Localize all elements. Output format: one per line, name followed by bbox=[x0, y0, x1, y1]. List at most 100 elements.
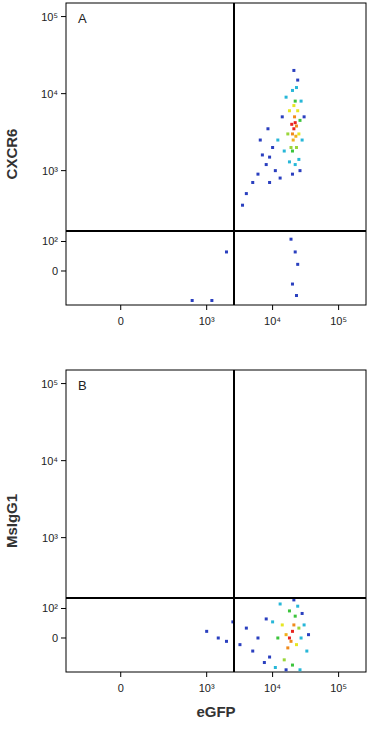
event-point bbox=[256, 173, 259, 176]
y-tick-label: 10² bbox=[42, 602, 58, 614]
event-point bbox=[291, 664, 294, 667]
y-tick-label: 10³ bbox=[42, 165, 58, 177]
event-point bbox=[291, 283, 294, 286]
event-point bbox=[285, 633, 288, 636]
event-point bbox=[288, 609, 291, 612]
event-point bbox=[238, 643, 241, 646]
x-tick bbox=[338, 672, 339, 677]
x-tick bbox=[206, 672, 207, 677]
event-point bbox=[301, 139, 304, 142]
event-point bbox=[294, 163, 297, 166]
event-point bbox=[294, 135, 297, 138]
event-point bbox=[288, 636, 291, 639]
event-point bbox=[295, 294, 298, 297]
event-point bbox=[295, 86, 298, 89]
event-point bbox=[292, 623, 295, 626]
event-point bbox=[290, 146, 293, 149]
quadrant-x-line bbox=[233, 370, 235, 672]
event-point bbox=[241, 204, 244, 207]
x-tick-label: 10⁵ bbox=[330, 315, 347, 327]
event-point bbox=[274, 169, 277, 172]
event-point bbox=[261, 153, 264, 156]
plot-frame bbox=[66, 3, 366, 305]
y-tick bbox=[61, 383, 66, 384]
event-point bbox=[276, 139, 279, 142]
event-point bbox=[297, 158, 300, 161]
x-tick bbox=[272, 305, 273, 310]
y-tick-label: 10⁴ bbox=[41, 88, 58, 100]
event-point bbox=[276, 636, 279, 639]
event-point bbox=[292, 69, 295, 72]
y-tick-label: 10⁴ bbox=[41, 455, 58, 467]
quadrant-gate bbox=[66, 3, 366, 305]
event-point bbox=[286, 646, 289, 649]
quadrant-x-line bbox=[233, 3, 235, 305]
y-tick bbox=[61, 608, 66, 609]
y-axis-label: MsIgG1 bbox=[3, 494, 20, 548]
y-tick-label: 0 bbox=[52, 265, 58, 277]
event-point bbox=[251, 181, 254, 184]
points bbox=[205, 598, 310, 671]
points bbox=[191, 69, 306, 302]
event-point bbox=[256, 636, 259, 639]
event-point bbox=[263, 661, 266, 664]
event-point bbox=[268, 156, 271, 159]
event-point bbox=[305, 650, 308, 653]
panel-letter: B bbox=[78, 378, 87, 393]
event-point bbox=[295, 125, 298, 128]
y-tick-label: 10² bbox=[42, 235, 58, 247]
event-point bbox=[307, 633, 310, 636]
x-tick-label: 10³ bbox=[199, 682, 215, 694]
event-point bbox=[292, 127, 295, 130]
event-point bbox=[279, 177, 282, 180]
y-tick bbox=[61, 637, 66, 638]
event-point bbox=[300, 636, 303, 639]
event-point bbox=[271, 146, 274, 149]
event-point bbox=[251, 650, 254, 653]
event-point bbox=[295, 146, 298, 149]
x-tick-label: 0 bbox=[118, 315, 124, 327]
event-point bbox=[296, 605, 299, 608]
event-point bbox=[268, 181, 271, 184]
panel: 010³10⁴10⁵010²10³10⁴10⁵BMsIgG1eGFP bbox=[3, 370, 366, 720]
event-point bbox=[265, 617, 268, 620]
event-point bbox=[291, 630, 294, 633]
event-point bbox=[288, 109, 291, 112]
event-point bbox=[290, 640, 293, 643]
figure: 010³10⁴10⁵010²10³10⁴10⁵ACXCR6010³10⁴10⁵0… bbox=[0, 0, 370, 735]
event-point bbox=[291, 89, 294, 92]
x-tick bbox=[272, 672, 273, 677]
event-point bbox=[288, 160, 291, 163]
event-point bbox=[283, 150, 286, 153]
x-tick-label: 10³ bbox=[199, 315, 215, 327]
y-tick-label: 10³ bbox=[42, 532, 58, 544]
x-tick-label: 0 bbox=[118, 682, 124, 694]
y-tick bbox=[61, 170, 66, 171]
event-point bbox=[217, 636, 220, 639]
event-point bbox=[294, 615, 297, 618]
event-point bbox=[225, 250, 228, 253]
event-point bbox=[298, 169, 301, 172]
quadrant-y-line bbox=[66, 230, 366, 232]
event-point bbox=[225, 640, 228, 643]
y-tick bbox=[61, 241, 66, 242]
x-axis-label: eGFP bbox=[196, 703, 235, 720]
event-point bbox=[285, 96, 288, 99]
event-point bbox=[290, 238, 293, 241]
event-point bbox=[300, 100, 303, 103]
event-point bbox=[259, 139, 262, 142]
panel-letter: A bbox=[78, 11, 87, 26]
y-tick bbox=[61, 270, 66, 271]
y-tick bbox=[61, 16, 66, 17]
event-point bbox=[191, 299, 194, 302]
event-point bbox=[301, 612, 304, 615]
event-point bbox=[298, 119, 301, 122]
quadrant-gate bbox=[66, 370, 366, 672]
event-point bbox=[292, 104, 295, 107]
y-tick-label: 10⁵ bbox=[41, 378, 58, 390]
event-point bbox=[245, 627, 248, 630]
event-point bbox=[297, 132, 300, 135]
event-point bbox=[296, 263, 299, 266]
quadrant-y-line bbox=[66, 597, 366, 599]
event-point bbox=[303, 623, 306, 626]
